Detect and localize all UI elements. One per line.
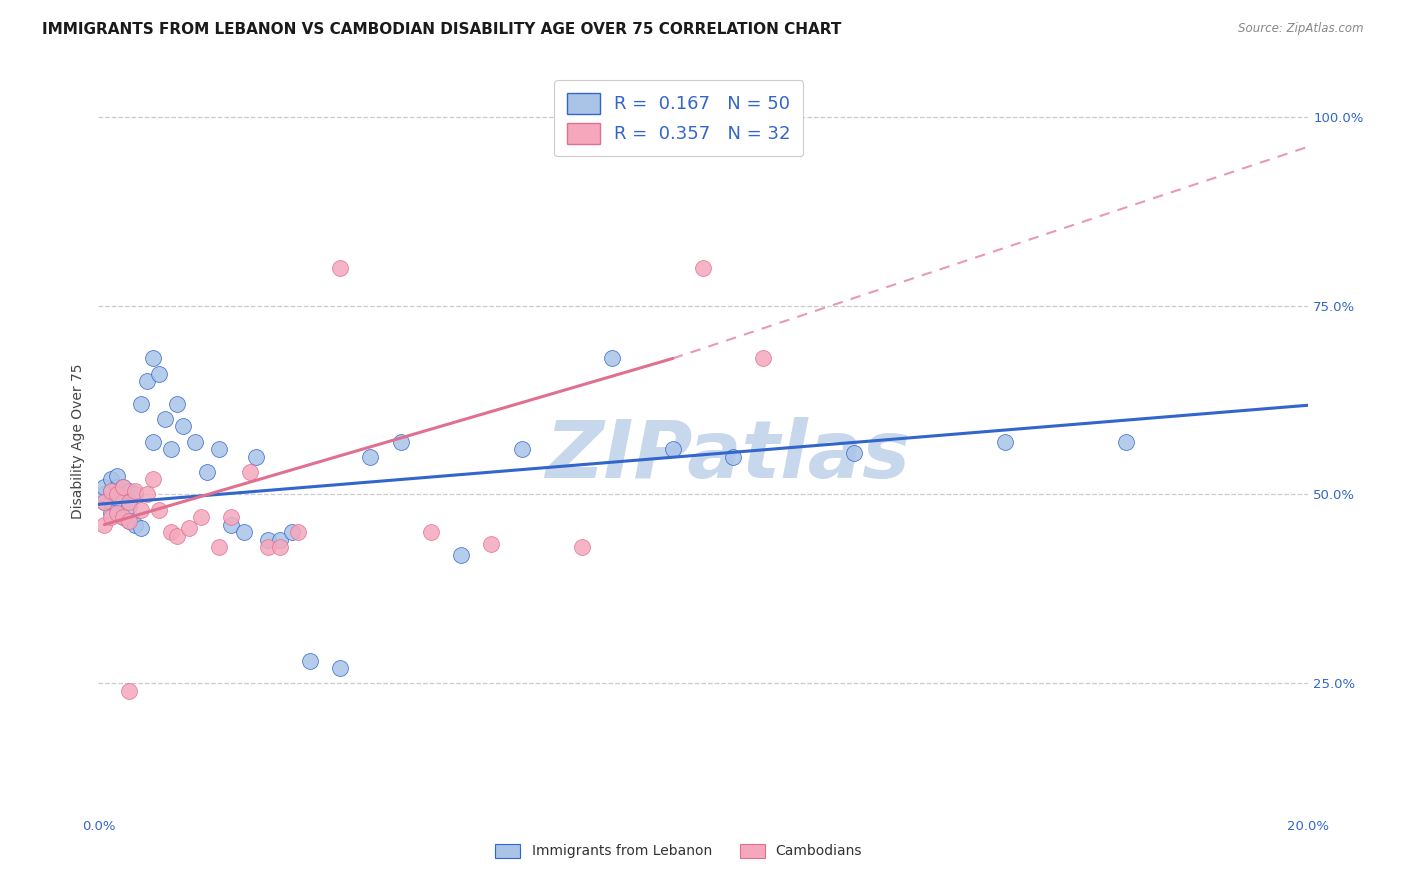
Point <box>105 468 128 483</box>
Text: Source: ZipAtlas.com: Source: ZipAtlas.com <box>1239 22 1364 36</box>
Point <box>105 502 128 516</box>
Point <box>232 525 254 540</box>
Point <box>166 397 188 411</box>
Point <box>994 434 1017 449</box>
Point <box>100 506 122 520</box>
Point <box>245 450 267 464</box>
Point <box>420 525 443 540</box>
Point <box>239 465 262 479</box>
Point <box>661 442 683 456</box>
Point <box>190 510 212 524</box>
Point <box>269 533 291 547</box>
Point <box>179 521 201 535</box>
Point <box>510 442 533 456</box>
Point <box>221 510 243 524</box>
Point <box>111 510 134 524</box>
Point <box>287 525 309 540</box>
Point <box>118 514 141 528</box>
Point <box>129 502 152 516</box>
Point <box>184 434 207 449</box>
Point <box>124 487 146 501</box>
Point <box>124 517 146 532</box>
Point <box>142 472 165 486</box>
Point <box>844 446 866 460</box>
Point <box>105 506 128 520</box>
Legend: Immigrants from Lebanon, Cambodians: Immigrants from Lebanon, Cambodians <box>489 838 868 864</box>
Point <box>93 495 115 509</box>
Point <box>148 367 170 381</box>
Point <box>299 654 322 668</box>
Point <box>450 548 472 562</box>
Point <box>111 495 134 509</box>
Point <box>148 502 170 516</box>
Point <box>571 541 593 555</box>
Point <box>111 510 134 524</box>
Point <box>135 374 157 388</box>
Point <box>172 419 194 434</box>
Point <box>256 541 278 555</box>
Point <box>93 487 115 501</box>
Point <box>100 495 122 509</box>
Point <box>93 480 115 494</box>
Point <box>360 450 382 464</box>
Point <box>153 412 176 426</box>
Point <box>160 525 183 540</box>
Point <box>1115 434 1137 449</box>
Point <box>129 397 152 411</box>
Point <box>118 499 141 513</box>
Point <box>195 465 218 479</box>
Y-axis label: Disability Age Over 75: Disability Age Over 75 <box>70 364 84 519</box>
Point <box>100 472 122 486</box>
Point <box>269 541 291 555</box>
Point <box>692 260 714 275</box>
Point <box>602 351 624 366</box>
Point <box>389 434 412 449</box>
Point <box>723 450 745 464</box>
Point <box>105 480 128 494</box>
Point <box>160 442 183 456</box>
Point <box>752 351 775 366</box>
Point <box>208 541 231 555</box>
Point <box>100 483 122 498</box>
Point <box>329 260 352 275</box>
Point <box>111 480 134 494</box>
Point <box>329 661 352 675</box>
Point <box>100 510 122 524</box>
Text: IMMIGRANTS FROM LEBANON VS CAMBODIAN DISABILITY AGE OVER 75 CORRELATION CHART: IMMIGRANTS FROM LEBANON VS CAMBODIAN DIS… <box>42 22 842 37</box>
Point <box>221 517 243 532</box>
Point <box>124 483 146 498</box>
Point <box>93 517 115 532</box>
Point <box>166 529 188 543</box>
Point <box>118 514 141 528</box>
Point <box>105 487 128 501</box>
Point <box>100 483 122 498</box>
Point <box>111 480 134 494</box>
Point <box>118 683 141 698</box>
Point <box>481 536 503 550</box>
Point <box>142 434 165 449</box>
Point <box>105 491 128 506</box>
Point <box>142 351 165 366</box>
Point <box>93 495 115 509</box>
Point <box>118 483 141 498</box>
Point <box>281 525 304 540</box>
Point <box>208 442 231 456</box>
Text: ZIPatlas: ZIPatlas <box>544 417 910 495</box>
Point <box>135 487 157 501</box>
Point <box>129 521 152 535</box>
Point <box>256 533 278 547</box>
Point <box>118 495 141 509</box>
